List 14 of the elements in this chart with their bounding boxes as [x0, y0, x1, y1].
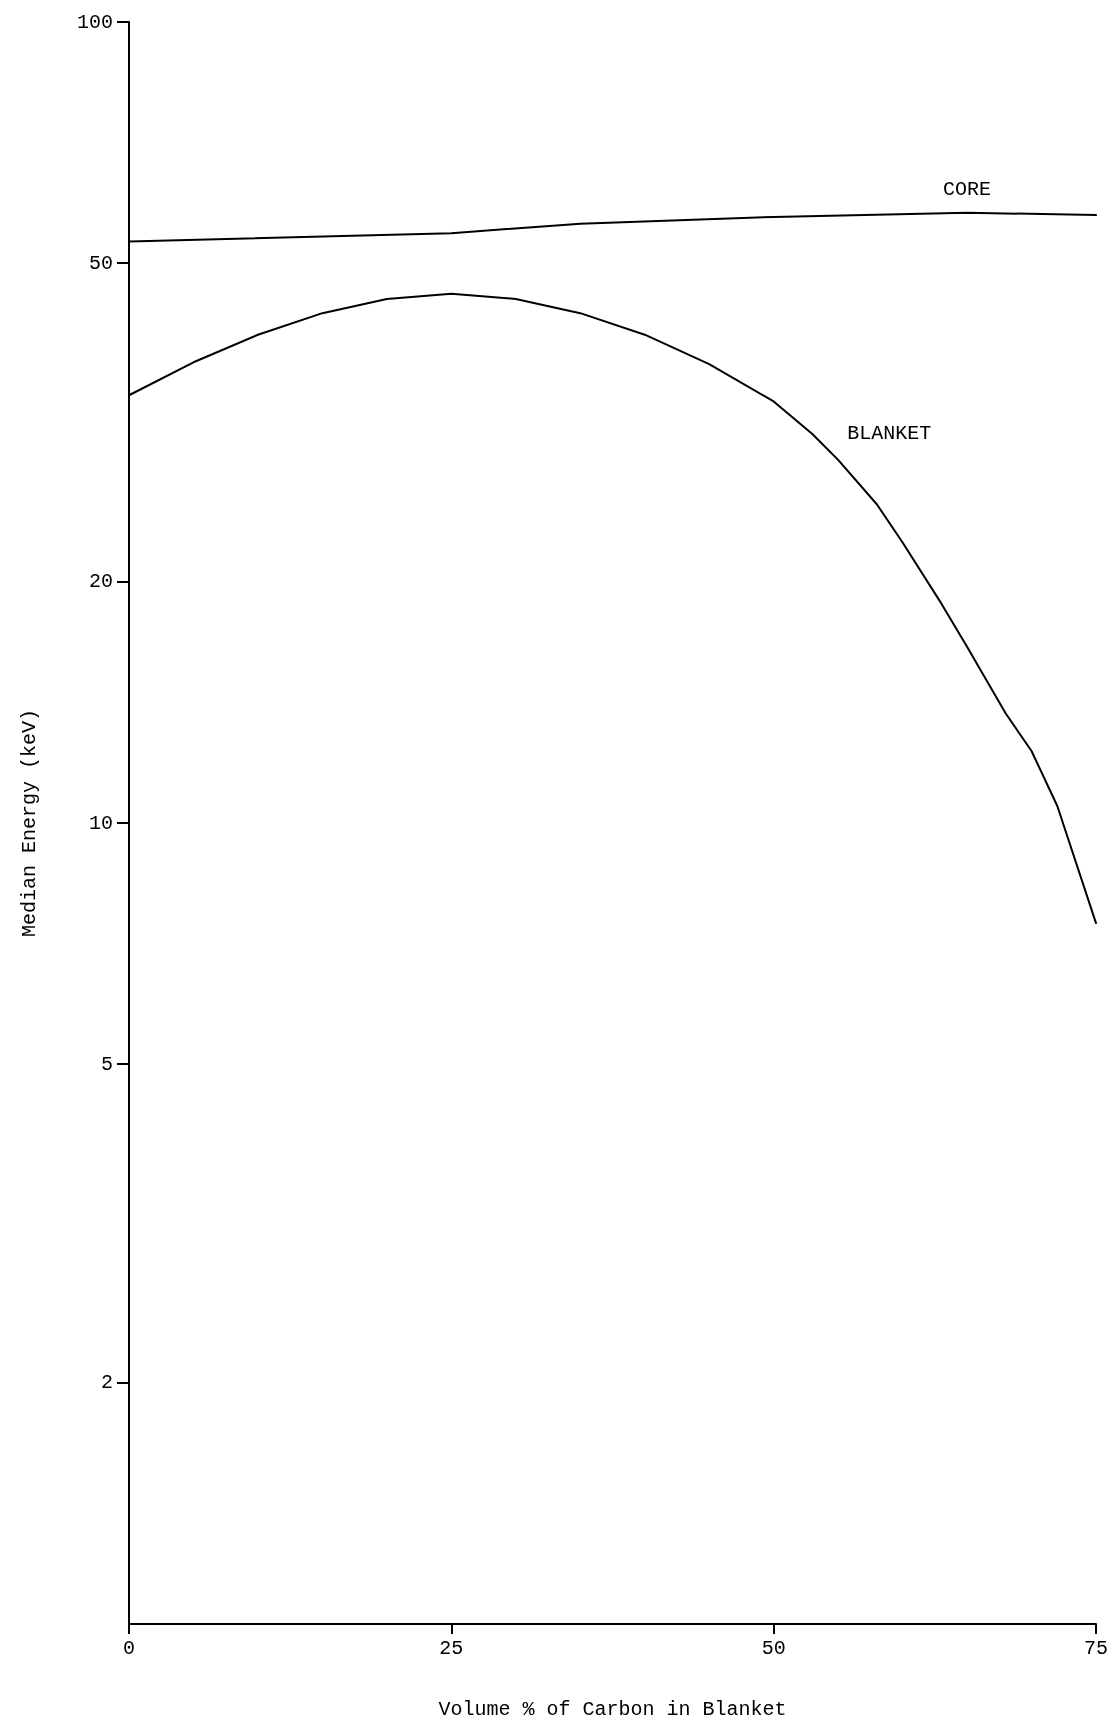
series-label: CORE: [943, 178, 992, 202]
y-tick-label: 100: [76, 10, 113, 34]
y-tick-label: 2: [100, 1371, 113, 1395]
y-tick-label: 5: [100, 1052, 113, 1076]
x-tick-label: 75: [1083, 1636, 1109, 1660]
series-label: BLANKET: [847, 422, 932, 446]
x-tick-label: 25: [439, 1636, 464, 1660]
x-tick-label: 50: [761, 1636, 786, 1660]
y-axis-title: Median Energy (keV): [17, 708, 41, 938]
x-axis-title: Volume % of Carbon in Blanket: [438, 1697, 787, 1721]
y-tick-label: 10: [88, 811, 113, 835]
y-tick-label: 50: [88, 251, 113, 275]
y-tick-label: 20: [88, 570, 113, 594]
x-tick-label: 0: [122, 1636, 136, 1660]
